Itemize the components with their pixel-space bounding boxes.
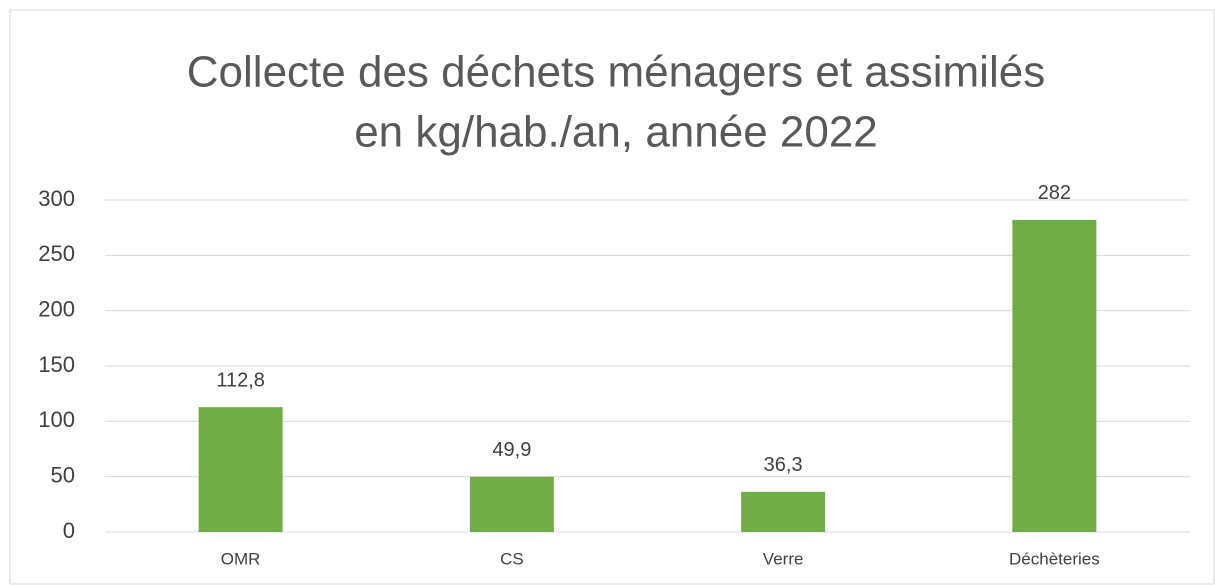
x-tick-label: Verre [763, 549, 804, 568]
value-label: 112,8 [216, 369, 265, 391]
value-label: 282 [1038, 182, 1071, 204]
x-tick-label: Déchèteries [1009, 549, 1100, 568]
chart-title: Collecte des déchets ménagers et assimil… [187, 48, 1045, 97]
bar [741, 491, 826, 532]
value-label: 49,9 [492, 439, 531, 461]
y-tick-label: 150 [38, 352, 75, 377]
y-tick-label: 250 [38, 241, 75, 266]
y-tick-label: 50 [51, 462, 75, 487]
x-tick-label: OMR [221, 549, 261, 568]
y-tick-label: 100 [38, 407, 75, 432]
bar [198, 407, 283, 532]
y-tick-label: 0 [63, 518, 75, 543]
bar [469, 476, 554, 532]
chart-title: en kg/hab./an, année 2022 [354, 108, 878, 157]
y-tick-label: 300 [38, 186, 75, 211]
y-tick-label: 200 [38, 296, 75, 321]
x-tick-label: CS [500, 549, 524, 568]
bar [1012, 219, 1097, 533]
value-label: 36,3 [764, 454, 803, 476]
